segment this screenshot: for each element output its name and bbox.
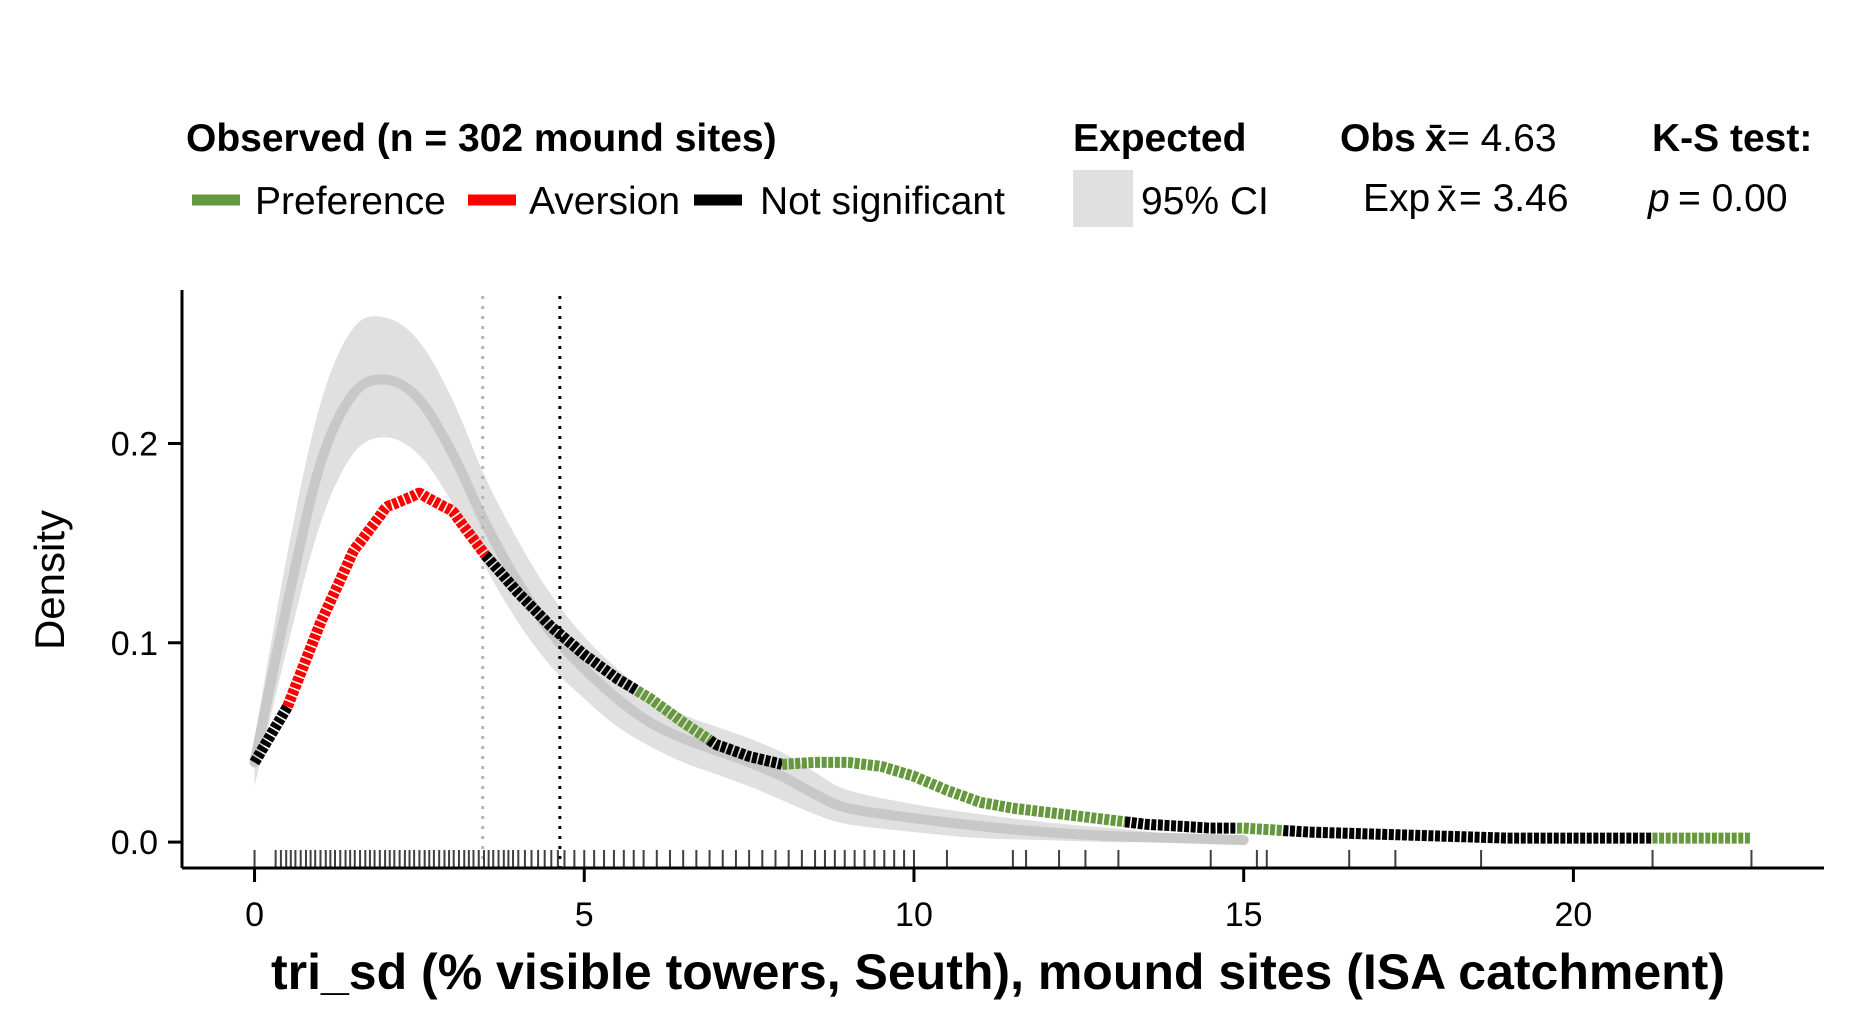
expected-density-line <box>249 374 1249 846</box>
legend-aversion-label: Aversion <box>529 180 680 223</box>
legend-expected-title: Expected <box>1073 117 1246 160</box>
observed-segment-not-significant <box>249 703 293 766</box>
y-tick-label: 0.2 <box>111 425 158 463</box>
observed-density-line <box>249 487 1752 844</box>
x-axis-ticks: 0 5 10 15 20 <box>245 868 1592 934</box>
axes <box>180 290 1824 870</box>
obs-mean-symbol: x̄ <box>1425 117 1447 160</box>
observed-segment-preference <box>1237 822 1284 836</box>
legend-not-significant-label: Not significant <box>760 180 1005 223</box>
observed-segment-not-significant <box>481 551 640 696</box>
legend-ks-test: K-S test: p = 0.00 <box>1647 117 1812 220</box>
x-tick-label: 20 <box>1554 896 1592 934</box>
x-tick-label: 15 <box>1225 896 1263 934</box>
legend-ci-label: 95% CI <box>1141 180 1269 223</box>
expected-ci-band <box>254 316 1244 843</box>
y-axis-title: Density <box>26 510 73 650</box>
y-axis-ticks: 0.0 0.1 0.2 <box>111 425 182 862</box>
observed-segment-preference <box>781 756 1126 828</box>
exp-mean-prefix: Exp <box>1363 177 1430 220</box>
legend-expected: Expected 95% CI <box>1073 117 1269 227</box>
x-tick-label: 0 <box>245 896 264 934</box>
legend-preference-label: Preference <box>255 180 446 223</box>
observed-segment-not-significant <box>706 735 784 770</box>
legend-observed: Observed (n = 302 mound sites) Preferenc… <box>186 117 1005 223</box>
y-tick-label: 0.1 <box>111 625 158 663</box>
legend-means: Obs x̄ = 4.63 Exp x̄ = 3.46 <box>1340 117 1569 220</box>
obs-mean-value: = 4.63 <box>1447 117 1557 160</box>
expected-line <box>249 374 1249 846</box>
x-axis-title: tri_sd (% visible towers, Seuth), mound … <box>271 944 1725 1000</box>
exp-mean-symbol: x̄ <box>1437 177 1457 220</box>
legend-ci-swatch <box>1073 170 1133 227</box>
ks-p-symbol: p <box>1647 177 1670 220</box>
observed-segment-not-significant <box>1282 825 1653 844</box>
exp-mean-value: = 3.46 <box>1459 177 1569 220</box>
y-tick-label: 0.0 <box>111 824 158 862</box>
x-tick-label: 5 <box>575 896 594 934</box>
legend-observed-title: Observed (n = 302 mound sites) <box>186 117 777 160</box>
observed-segment-not-significant <box>1124 816 1238 834</box>
observed-segment-preference <box>634 685 713 745</box>
ci-band-area <box>254 316 1244 843</box>
ks-test-title: K-S test: <box>1652 117 1812 160</box>
x-tick-label: 10 <box>895 896 933 934</box>
rug-marks <box>253 850 1753 868</box>
obs-mean-prefix: Obs <box>1340 117 1416 160</box>
ks-p-value: = 0.00 <box>1678 177 1788 220</box>
observed-segment-aversion <box>282 487 490 709</box>
